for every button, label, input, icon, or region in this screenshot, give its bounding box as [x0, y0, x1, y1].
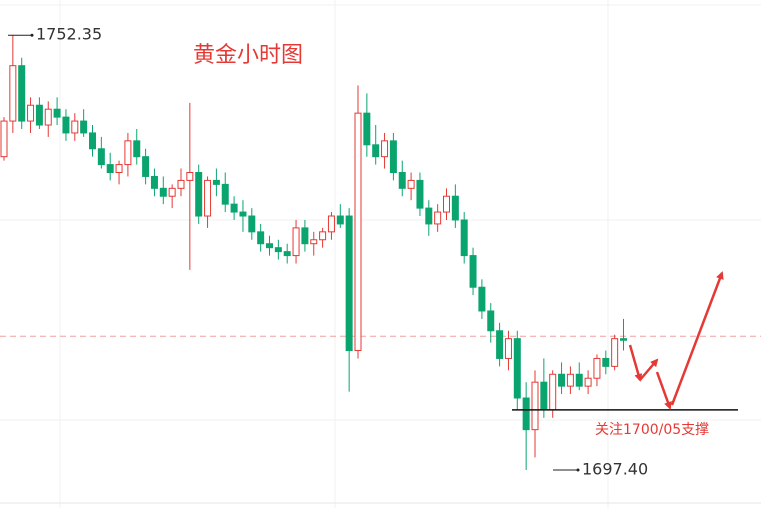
projection-arrows	[628, 271, 724, 410]
candle-body	[327, 215, 335, 233]
candle-body	[142, 156, 150, 177]
high-dot	[30, 33, 34, 37]
support-annotation: 关注1700/05支撑	[595, 422, 709, 438]
candle-body	[584, 377, 592, 387]
candle-body	[496, 330, 504, 359]
candle-body	[593, 357, 601, 379]
candle-body	[159, 187, 167, 197]
candle-body	[115, 164, 123, 173]
candle-body	[301, 227, 309, 245]
candle-body	[89, 132, 96, 150]
candle-body	[345, 215, 353, 352]
candle-body	[354, 112, 362, 352]
candle-body	[230, 203, 238, 213]
candle-body	[566, 373, 574, 387]
candle-body	[106, 164, 114, 173]
candle-body	[0, 120, 8, 158]
candle-body	[168, 187, 176, 197]
candle-body	[9, 65, 17, 122]
candle-body	[540, 381, 548, 411]
candle-body	[53, 108, 61, 118]
candle-body	[469, 255, 477, 288]
candle-body	[274, 247, 282, 253]
candle-body	[133, 140, 141, 158]
candle-body	[150, 175, 158, 189]
candle-body	[620, 338, 627, 341]
candle-body	[336, 215, 344, 225]
candle-body	[575, 373, 583, 387]
candle-body	[602, 357, 610, 367]
candle-body	[549, 373, 557, 411]
low-label: 1697.40	[582, 460, 648, 479]
candle-body	[18, 65, 26, 122]
candle-body	[513, 338, 521, 399]
candle-body	[62, 116, 70, 134]
candle-body	[27, 104, 35, 122]
candle-body	[522, 397, 530, 431]
candle-body	[425, 207, 433, 225]
candle-body	[283, 251, 291, 257]
candle-body	[221, 183, 229, 205]
candle-body	[97, 148, 105, 166]
candle-body	[443, 195, 450, 213]
candle-body	[44, 108, 52, 126]
candle-body	[504, 338, 512, 359]
candle-body	[451, 195, 459, 221]
candle-body	[204, 179, 212, 217]
candle-body	[266, 243, 273, 249]
chart-title: 黄金小时图	[193, 43, 303, 68]
candle-body	[611, 338, 619, 367]
candle-body	[239, 211, 247, 217]
candle-body	[372, 144, 380, 158]
candle-body	[257, 231, 265, 245]
candle-body	[292, 227, 300, 257]
candle-body	[248, 215, 256, 233]
candle-body	[35, 104, 43, 126]
candle-body	[186, 171, 194, 181]
candle-body	[460, 219, 468, 257]
candle-body	[478, 286, 486, 312]
candle-body	[80, 120, 88, 134]
candle-body	[71, 120, 79, 134]
low-dot	[576, 468, 580, 472]
high-label: 1752.35	[36, 25, 102, 44]
candle-body	[195, 171, 203, 217]
candle-body	[310, 239, 318, 245]
candle-body	[407, 179, 415, 189]
candle-body	[381, 140, 389, 158]
candle-body	[177, 179, 185, 189]
candle-body	[319, 231, 327, 241]
candle-body	[124, 140, 132, 166]
candle-body	[212, 179, 220, 185]
candle-body	[558, 373, 566, 387]
candle-body	[398, 171, 406, 189]
candle-body	[363, 112, 371, 146]
candle-body	[531, 381, 539, 431]
candle-body	[389, 140, 397, 173]
candle-body	[416, 179, 424, 209]
candle-body	[434, 211, 442, 225]
candle-body	[487, 310, 495, 332]
